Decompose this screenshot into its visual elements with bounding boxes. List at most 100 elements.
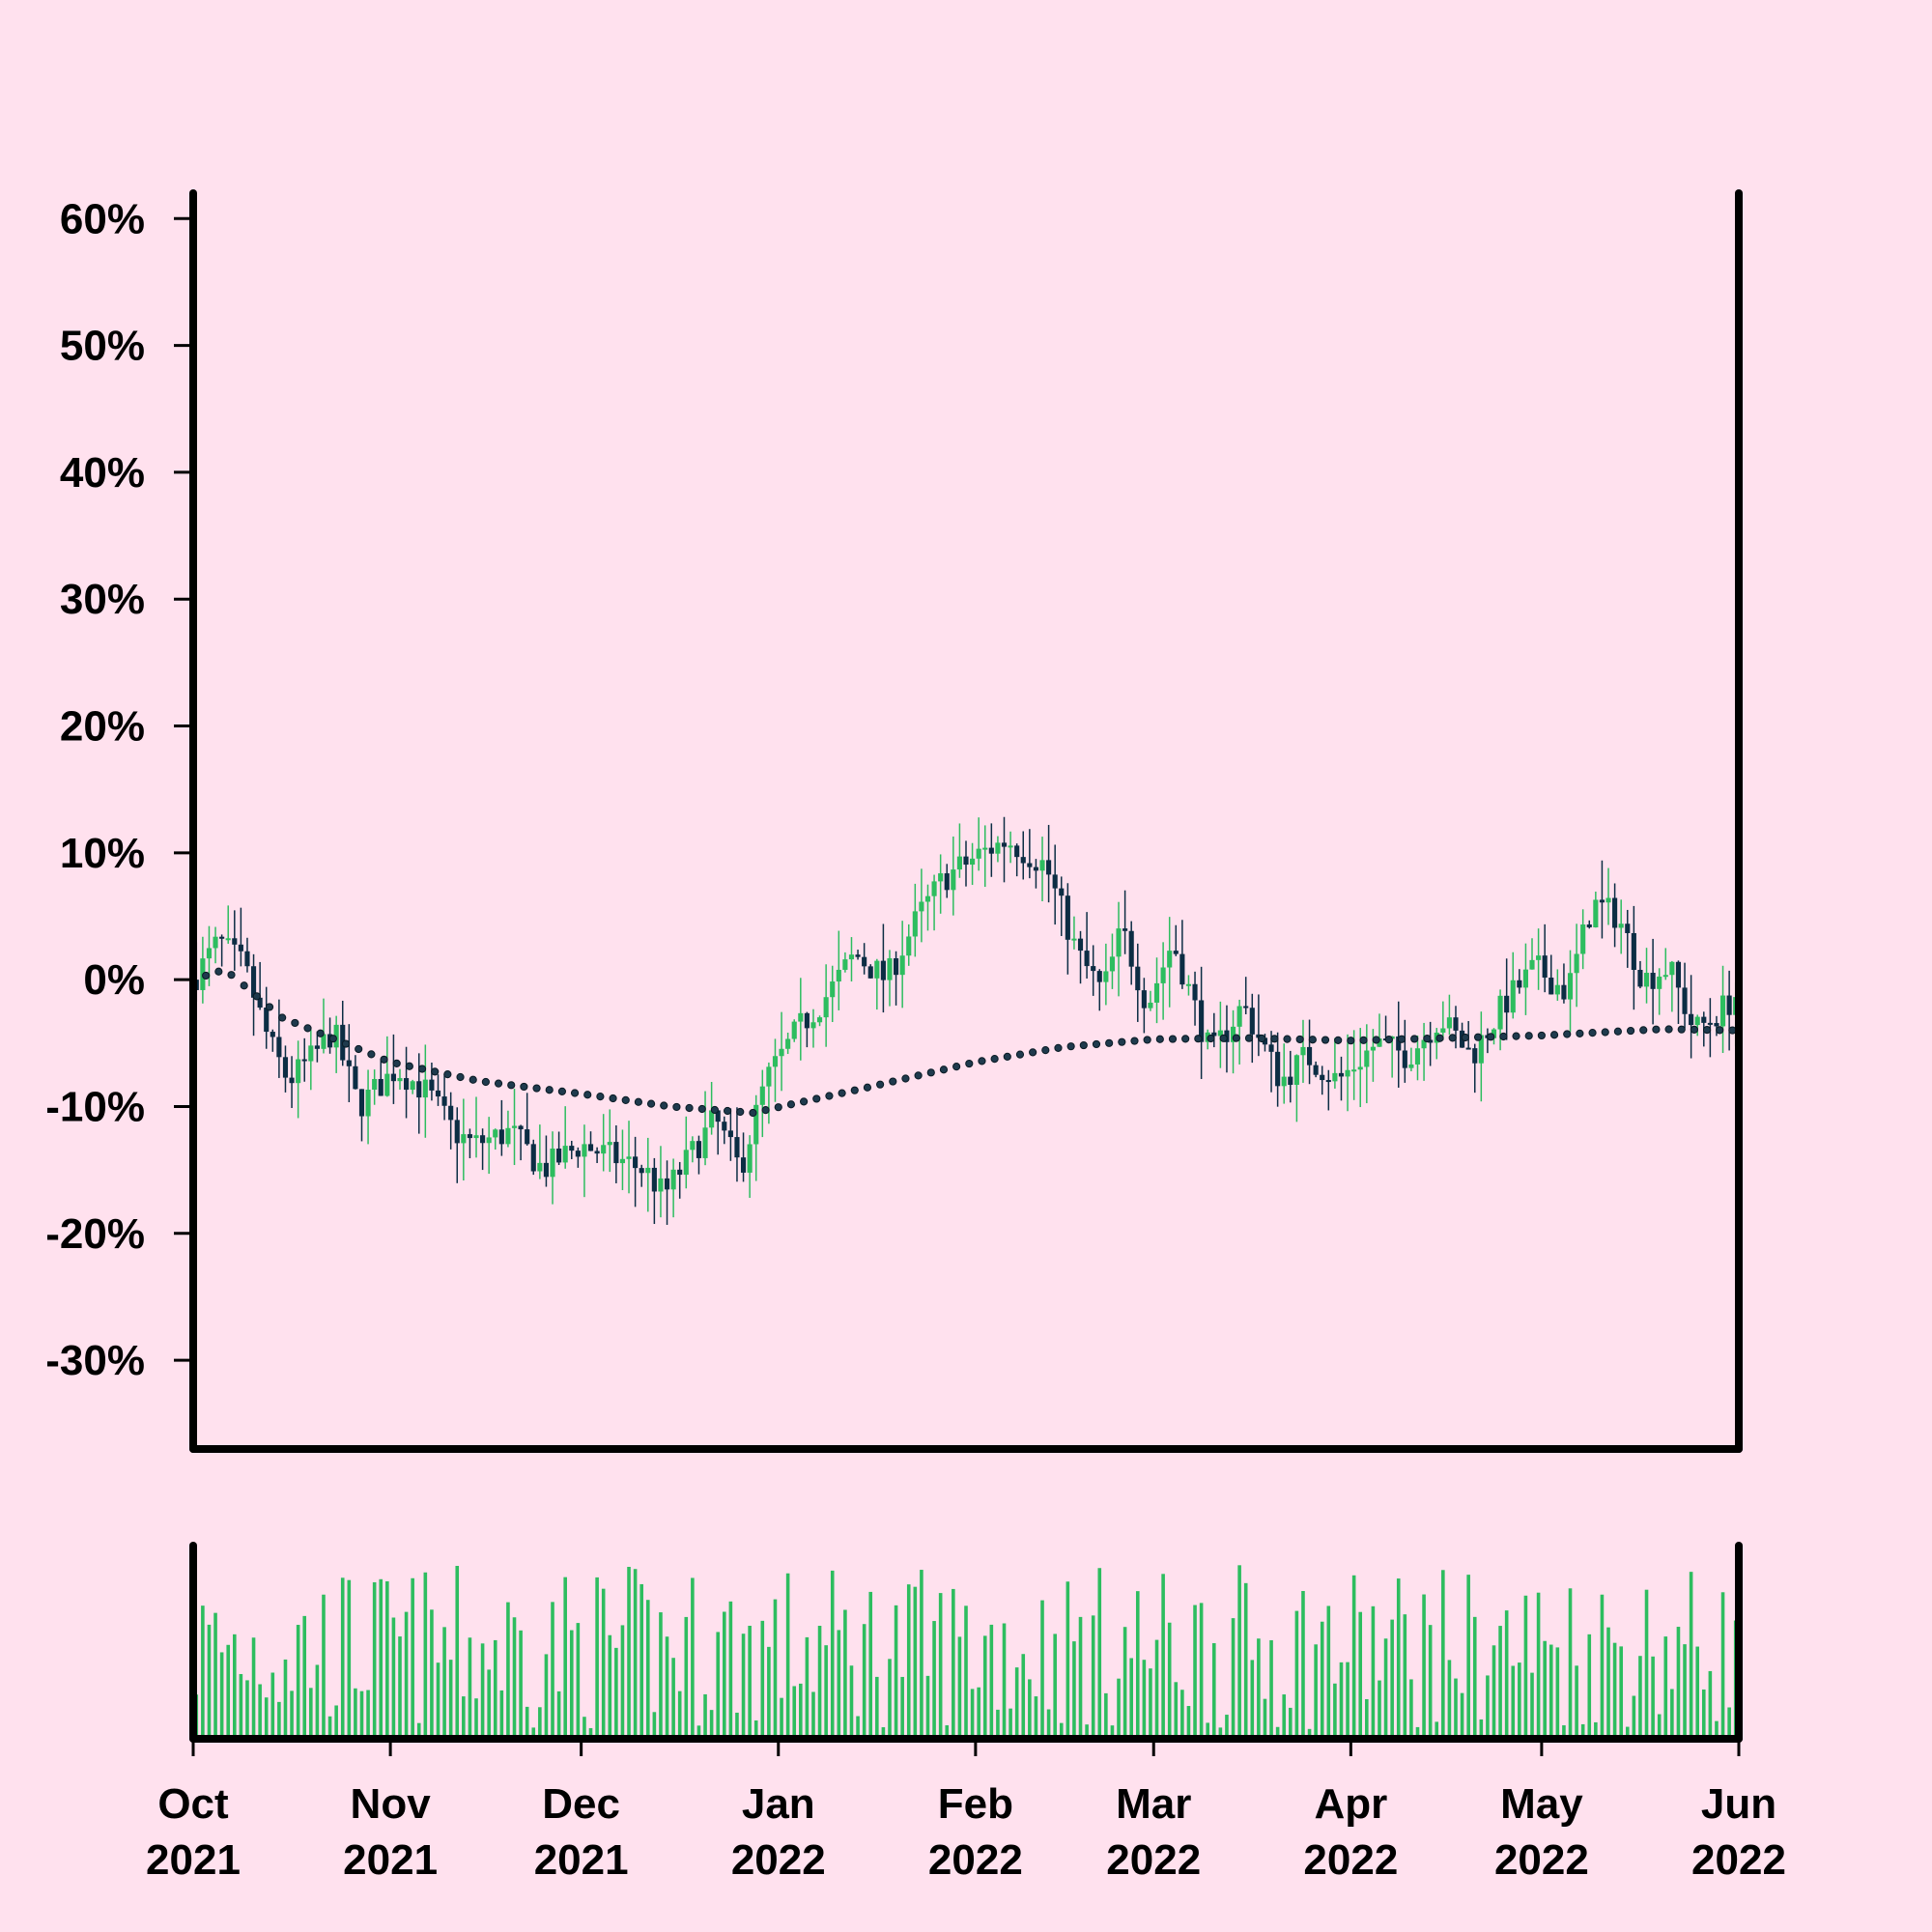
x-tick-label-year: 2021	[534, 1836, 629, 1884]
candle-body	[1288, 1076, 1293, 1085]
candle-body	[931, 881, 937, 896]
volume-bar	[538, 1707, 542, 1739]
candle-body	[1522, 969, 1528, 988]
moving-average-dot	[456, 1072, 465, 1082]
volume-bar	[1403, 1614, 1407, 1739]
volume-bar	[1161, 1574, 1165, 1739]
moving-average-dot	[1308, 1036, 1317, 1044]
x-tick-label-month: May	[1500, 1780, 1583, 1828]
volume-bar	[1365, 1699, 1369, 1739]
volume-bar	[1548, 1644, 1553, 1739]
moving-average-dot	[596, 1093, 605, 1101]
moving-average-dot	[672, 1102, 681, 1112]
candle-body	[1657, 976, 1662, 989]
moving-average-dot	[939, 1065, 949, 1074]
moving-average-dot	[876, 1080, 885, 1089]
candle-body	[988, 847, 994, 854]
volume-bar	[1301, 1591, 1305, 1739]
candle-body	[1465, 1047, 1471, 1050]
candle-body	[1472, 1048, 1478, 1064]
candle-body	[1402, 1050, 1407, 1068]
moving-average-dot	[431, 1067, 440, 1076]
candle-body	[1421, 1039, 1427, 1049]
candle-body	[1567, 973, 1574, 1000]
candle-body	[206, 948, 213, 959]
candle-body	[1148, 1002, 1153, 1009]
candle-body	[1650, 973, 1656, 989]
volume-bar	[856, 1716, 860, 1739]
candle-body	[1091, 966, 1096, 972]
moving-average-dot	[1168, 1035, 1178, 1043]
volume-bar	[1511, 1665, 1516, 1739]
candle-body	[1096, 971, 1102, 982]
volume-bar	[1307, 1728, 1312, 1739]
candle-body	[530, 1144, 536, 1172]
candle-body	[899, 955, 905, 976]
volume-bar	[938, 1593, 943, 1739]
moving-average-dot	[1549, 1031, 1559, 1039]
volume-bar	[487, 1669, 491, 1739]
candle-body	[1141, 990, 1147, 1009]
volume-bar	[1149, 1668, 1152, 1739]
volume-bar	[906, 1584, 911, 1739]
moving-average-dot	[978, 1057, 986, 1065]
candle-body	[250, 966, 257, 998]
candle-body	[480, 1135, 486, 1144]
volume-bar	[1466, 1575, 1470, 1739]
volume-bar	[767, 1646, 771, 1739]
volume-bar	[493, 1639, 497, 1739]
x-tick-label-year: 2022	[1691, 1836, 1786, 1884]
moving-average-dot	[1359, 1036, 1368, 1044]
volume-bar	[245, 1680, 249, 1739]
volume-bar	[219, 1652, 224, 1739]
candle-body	[1580, 924, 1586, 954]
volume-bar	[359, 1690, 364, 1739]
moving-average-dot	[1601, 1028, 1609, 1037]
candle-body	[404, 1078, 410, 1091]
x-tick-label-year: 2021	[146, 1836, 241, 1884]
volume-bar	[964, 1605, 968, 1739]
moving-average-dot	[202, 971, 211, 980]
axes	[174, 189, 1743, 1756]
candle-body	[1440, 1028, 1446, 1033]
volume-bar	[735, 1712, 739, 1739]
candle-body	[1574, 953, 1579, 974]
candle-body	[1612, 897, 1618, 928]
candle-body	[594, 1151, 600, 1154]
candle-body	[1027, 863, 1033, 867]
candle-body	[683, 1150, 689, 1176]
volume-bar	[722, 1611, 726, 1739]
volume-bar	[1670, 1689, 1674, 1739]
candle-body	[1548, 977, 1554, 995]
volume-bar	[506, 1602, 510, 1739]
candle-body	[308, 1045, 314, 1062]
moving-average-dot	[1270, 1035, 1279, 1043]
candle-body	[830, 981, 836, 998]
volume-bar	[1243, 1582, 1248, 1739]
volume-bar	[1486, 1675, 1490, 1739]
y-tick-label: 10%	[60, 830, 145, 877]
candle-body	[282, 1057, 289, 1078]
volume-bar	[1619, 1646, 1623, 1739]
volume-bar	[1612, 1642, 1617, 1739]
candle-body	[353, 1065, 358, 1090]
volume-bar	[398, 1636, 402, 1739]
volume-bar	[556, 1690, 561, 1739]
moving-average-dot	[341, 1039, 351, 1048]
volume-bar	[1415, 1726, 1420, 1739]
volume-bar	[1282, 1694, 1287, 1739]
moving-average-dot	[1410, 1035, 1419, 1043]
volume-bar	[391, 1617, 396, 1739]
candle-body	[219, 936, 225, 939]
x-tick-label-month: Jan	[742, 1780, 815, 1828]
candle-body	[1052, 874, 1058, 889]
candle-body	[448, 1105, 454, 1121]
moving-average-dot	[1054, 1043, 1063, 1052]
candle-body	[816, 1017, 823, 1023]
candle-body	[658, 1178, 664, 1192]
candle-body	[1014, 845, 1020, 858]
moving-average-dot	[786, 1100, 796, 1109]
volume-bar	[1263, 1698, 1267, 1739]
volume-bar	[379, 1578, 384, 1739]
moving-average-dot	[609, 1094, 617, 1103]
